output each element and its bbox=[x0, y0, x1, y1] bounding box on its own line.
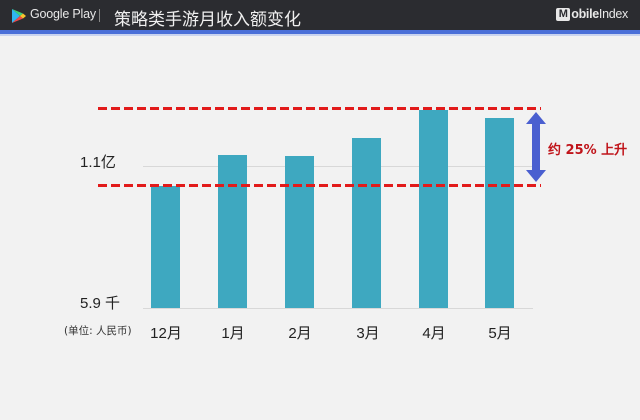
x-label-1月: 1月 bbox=[221, 325, 245, 342]
reference-line-top bbox=[98, 107, 541, 110]
x-label-5月: 5月 bbox=[488, 325, 512, 342]
accent-stripe-light bbox=[0, 34, 640, 36]
bar-12月 bbox=[151, 186, 180, 308]
bar-4月 bbox=[419, 110, 448, 308]
header-separator bbox=[99, 9, 100, 22]
mobile-index-m-box: M bbox=[556, 7, 571, 21]
google-play-icon bbox=[12, 9, 26, 23]
bar-5月 bbox=[485, 118, 514, 308]
y-tick-bottom: 5.9 千 bbox=[80, 295, 121, 312]
reference-line-bottom bbox=[98, 184, 541, 187]
bar-chart: 1.1亿 5.9 千 (单位: 人民币) 12月 1月 2月 3月 4月 5月 … bbox=[64, 107, 628, 342]
page-title: 策略类手游月收入额变化 bbox=[114, 10, 301, 30]
bar-1月 bbox=[218, 155, 247, 308]
double-arrow-icon bbox=[526, 112, 546, 182]
mobile-index-bold: obile bbox=[571, 7, 599, 21]
unit-label: (单位: 人民币) bbox=[64, 325, 132, 337]
x-axis-baseline bbox=[143, 308, 533, 309]
google-play-label: Google Play bbox=[30, 7, 96, 21]
x-label-4月: 4月 bbox=[422, 325, 446, 342]
y-tick-top: 1.1亿 bbox=[80, 154, 116, 171]
x-label-2月: 2月 bbox=[288, 325, 312, 342]
mobile-index-rest: Index bbox=[598, 7, 628, 21]
bar-2月 bbox=[285, 156, 314, 308]
bar-3月 bbox=[352, 138, 381, 308]
x-label-3月: 3月 bbox=[356, 325, 380, 342]
accent-stripe bbox=[0, 30, 640, 34]
gridline-top bbox=[143, 166, 533, 167]
growth-annotation: 约 25% 上升 bbox=[548, 143, 628, 158]
x-label-12月: 12月 bbox=[150, 325, 182, 342]
